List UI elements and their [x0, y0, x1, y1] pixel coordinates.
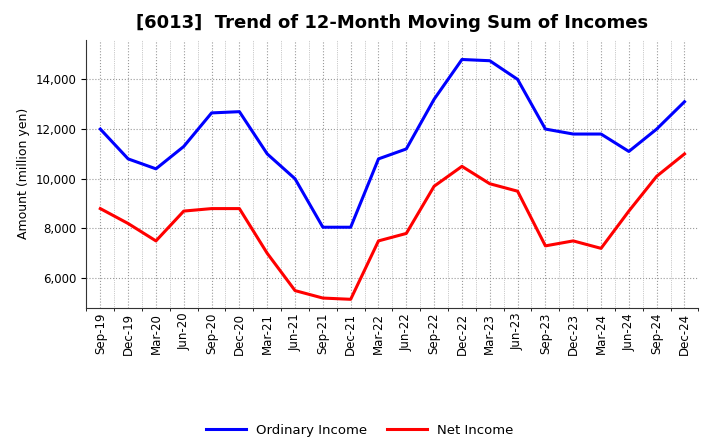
Net Income: [235, 206, 243, 211]
Net Income: [513, 189, 522, 194]
Ordinary Income: [152, 166, 161, 172]
Ordinary Income: [402, 147, 410, 152]
Net Income: [374, 238, 383, 244]
Ordinary Income: [680, 99, 689, 104]
Ordinary Income: [263, 151, 271, 157]
Ordinary Income: [207, 110, 216, 116]
Ordinary Income: [485, 58, 494, 63]
Ordinary Income: [318, 224, 327, 230]
Ordinary Income: [346, 224, 355, 230]
Y-axis label: Amount (million yen): Amount (million yen): [17, 108, 30, 239]
Ordinary Income: [124, 156, 132, 161]
Net Income: [569, 238, 577, 244]
Net Income: [680, 151, 689, 157]
Net Income: [179, 209, 188, 214]
Net Income: [541, 243, 550, 249]
Net Income: [485, 181, 494, 187]
Net Income: [624, 209, 633, 214]
Ordinary Income: [179, 144, 188, 149]
Ordinary Income: [430, 97, 438, 102]
Legend: Ordinary Income, Net Income: Ordinary Income, Net Income: [201, 418, 519, 440]
Ordinary Income: [513, 77, 522, 82]
Ordinary Income: [569, 132, 577, 137]
Ordinary Income: [624, 149, 633, 154]
Net Income: [207, 206, 216, 211]
Net Income: [263, 251, 271, 256]
Net Income: [291, 288, 300, 293]
Net Income: [402, 231, 410, 236]
Line: Ordinary Income: Ordinary Income: [100, 59, 685, 227]
Net Income: [458, 164, 467, 169]
Net Income: [346, 297, 355, 302]
Ordinary Income: [541, 126, 550, 132]
Net Income: [318, 295, 327, 301]
Ordinary Income: [652, 126, 661, 132]
Ordinary Income: [597, 132, 606, 137]
Net Income: [152, 238, 161, 244]
Line: Net Income: Net Income: [100, 154, 685, 299]
Net Income: [124, 221, 132, 226]
Net Income: [597, 246, 606, 251]
Net Income: [96, 206, 104, 211]
Ordinary Income: [96, 126, 104, 132]
Ordinary Income: [291, 176, 300, 181]
Title: [6013]  Trend of 12-Month Moving Sum of Incomes: [6013] Trend of 12-Month Moving Sum of I…: [136, 15, 649, 33]
Net Income: [652, 174, 661, 179]
Ordinary Income: [458, 57, 467, 62]
Ordinary Income: [374, 156, 383, 161]
Ordinary Income: [235, 109, 243, 114]
Net Income: [430, 183, 438, 189]
